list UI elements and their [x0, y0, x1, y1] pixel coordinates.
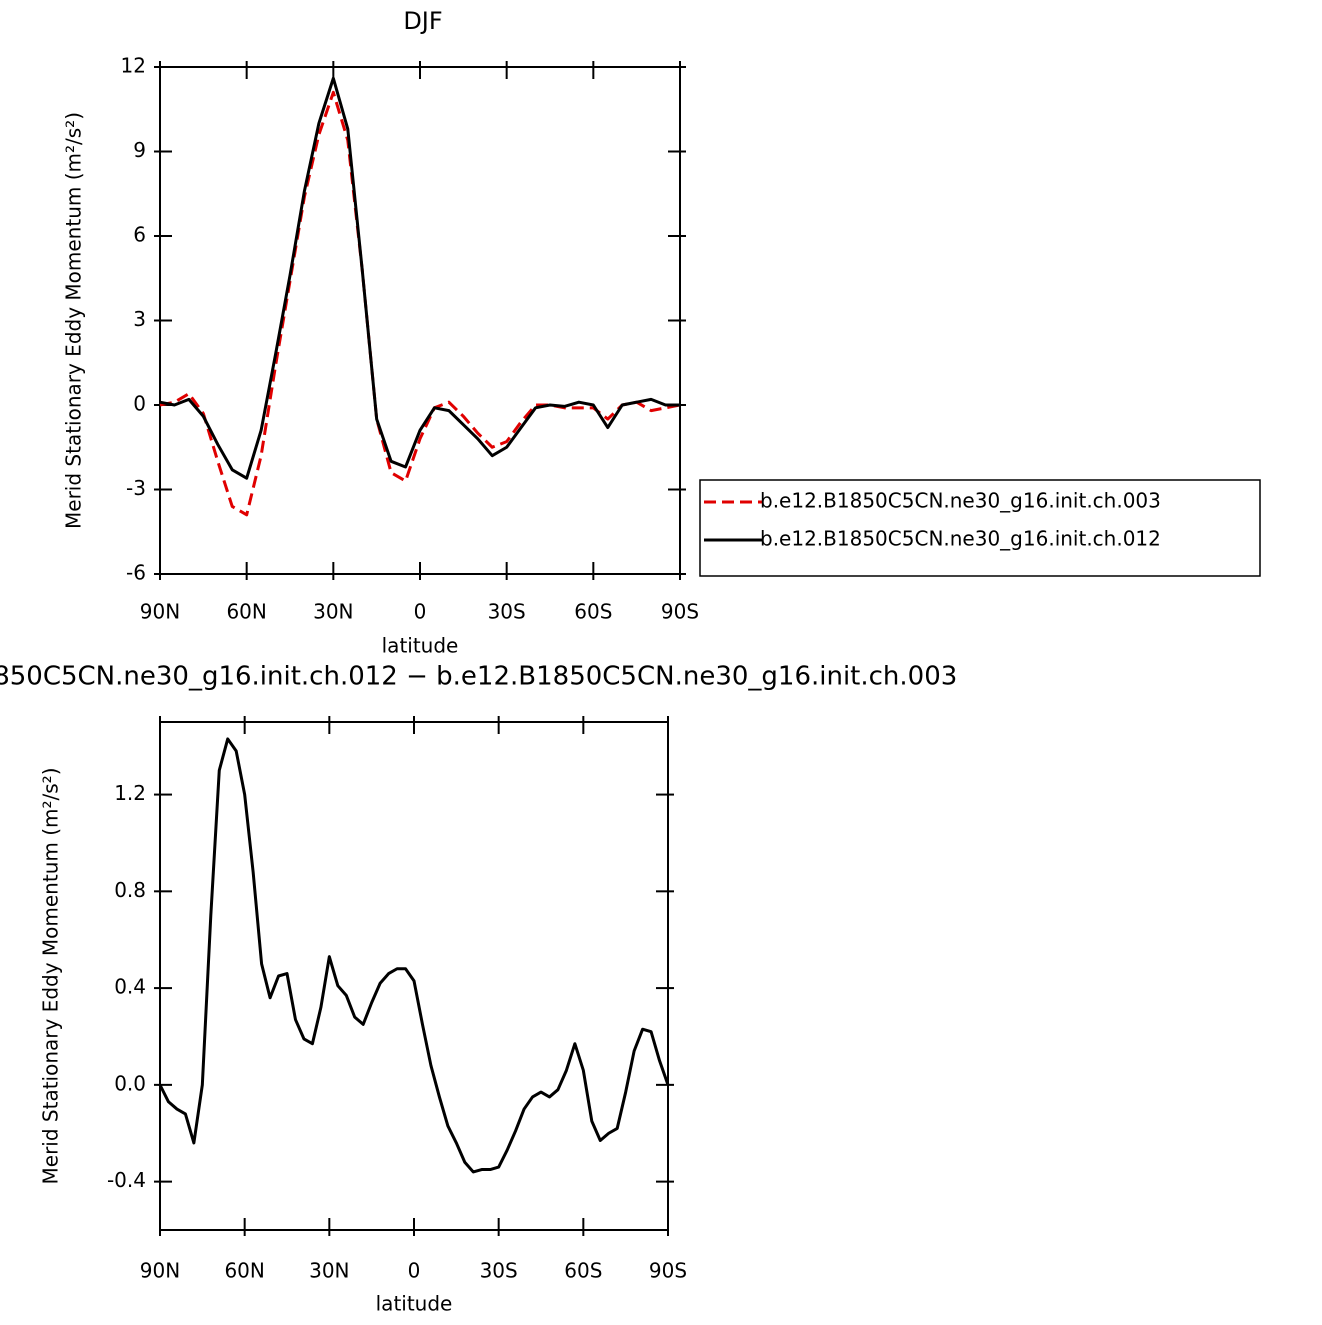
x-tick-label: 60N	[226, 600, 266, 624]
y-axis-label: Merid Stationary Eddy Momentum (m²/s²)	[39, 768, 63, 1185]
y-tick-label: -0.4	[107, 1168, 146, 1192]
x-tick-label: 60S	[564, 1259, 602, 1283]
x-tick-label: 90S	[649, 1259, 687, 1283]
y-tick-label: 1.2	[114, 781, 146, 805]
x-axis-label: latitude	[382, 634, 459, 658]
x-tick-label: 60N	[224, 1259, 264, 1283]
y-axis-label: Merid Stationary Eddy Momentum (m²/s²)	[62, 112, 86, 529]
legend-label: b.e12.B1850C5CN.ne30_g16.init.ch.003	[760, 489, 1161, 513]
y-tick-label: 3	[133, 307, 146, 331]
x-tick-label: 90N	[140, 600, 180, 624]
data-line	[159, 76, 680, 480]
y-tick-label: 12	[121, 54, 146, 78]
data-line	[159, 90, 681, 517]
y-tick-label: 0.8	[114, 878, 146, 902]
data-line	[158, 737, 670, 1174]
y-tick-label: 0.4	[114, 975, 146, 999]
x-tick-label: 30S	[480, 1259, 518, 1283]
x-tick-label: 30N	[313, 600, 353, 624]
legend-box	[699, 479, 1261, 577]
y-tick-label: 0.0	[114, 1071, 146, 1095]
x-tick-label: 60S	[574, 600, 612, 624]
plot-frame	[159, 721, 669, 1231]
y-tick-label: 0	[133, 392, 146, 416]
y-tick-label: -3	[126, 476, 146, 500]
plot-frame	[159, 66, 681, 575]
legend-label: b.e12.B1850C5CN.ne30_g16.init.ch.012	[760, 527, 1161, 551]
x-axis-label: latitude	[376, 1292, 453, 1316]
y-tick-label: 9	[133, 138, 146, 162]
y-tick-label: -6	[126, 561, 146, 585]
chart-title: b.e12.B1850C5CN.ne30_g16.init.ch.012 − b…	[0, 662, 957, 692]
x-tick-label: 90S	[661, 600, 699, 624]
chart-title: DJF	[403, 7, 442, 35]
x-tick-label: 30S	[488, 600, 526, 624]
x-tick-label: 0	[408, 1259, 421, 1283]
x-tick-label: 30N	[309, 1259, 349, 1283]
x-tick-label: 0	[414, 600, 427, 624]
x-tick-label: 90N	[140, 1259, 180, 1283]
y-tick-label: 6	[133, 223, 146, 247]
